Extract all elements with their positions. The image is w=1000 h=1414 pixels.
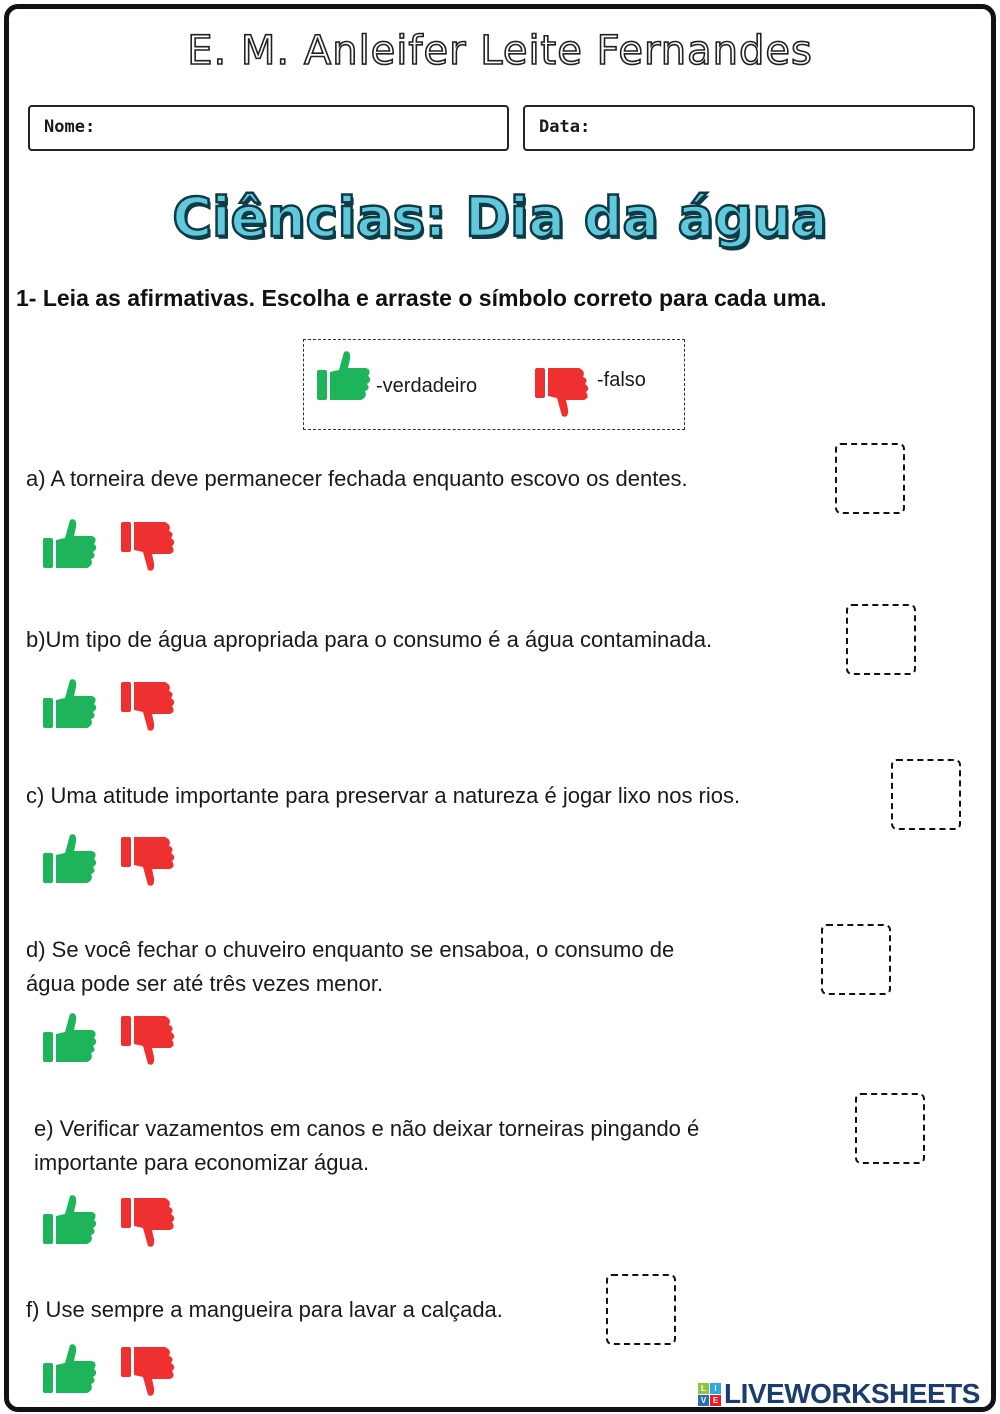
question-f: f) Use sempre a mangueira para lavar a c…: [26, 1297, 503, 1322]
legend-box: -verdadeiro -falso: [303, 339, 685, 430]
thumbs-down-icon[interactable]: [120, 1194, 176, 1250]
thumbs-up-icon: [317, 351, 371, 400]
thumbs-down-icon[interactable]: [120, 1343, 176, 1399]
question-d: d) Se você fechar o chuveiro enquanto se…: [26, 937, 675, 996]
thumbs-up-icon[interactable]: [42, 516, 98, 572]
question-b: b)Um tipo de água apropriada para o cons…: [26, 627, 713, 652]
date-label: Data:: [539, 117, 591, 137]
school-name: E. M. Anleifer Leite Fernandes: [186, 27, 813, 75]
thumbs-down-icon[interactable]: [120, 518, 176, 574]
thumbs-up-icon[interactable]: [42, 1341, 98, 1397]
drop-box-b[interactable]: [846, 604, 916, 675]
drop-box-c[interactable]: [891, 759, 961, 830]
logo-text: LIVEWORKSHEETS: [724, 1378, 980, 1409]
thumbs-down-icon[interactable]: [120, 1012, 176, 1068]
thumbs-up-icon[interactable]: [42, 676, 98, 732]
drop-box-a[interactable]: [835, 443, 905, 514]
instruction: 1- Leia as afirmativas. Escolha e arrast…: [16, 285, 827, 311]
legend-true-label: -verdadeiro: [376, 375, 478, 397]
page-title: Ciências: Dia da água: [171, 185, 829, 251]
thumbs-up-icon[interactable]: [42, 831, 98, 887]
thumbs-down-icon[interactable]: [120, 678, 176, 734]
thumbs-down-icon[interactable]: [120, 833, 176, 889]
page-border: [4, 4, 996, 1412]
thumbs-down-icon: [535, 368, 589, 417]
drop-box-f[interactable]: [606, 1274, 676, 1345]
name-label: Nome:: [44, 117, 96, 137]
question-c: c) Uma atitude importante para preservar…: [26, 783, 741, 808]
question-e: e) Verificar vazamentos em canos e não d…: [34, 1116, 700, 1175]
date-field[interactable]: Data:: [523, 105, 975, 151]
drop-box-e[interactable]: [855, 1093, 925, 1164]
drop-box-d[interactable]: [821, 924, 891, 995]
question-a: a) A torneira deve permanecer fechada en…: [26, 466, 688, 491]
legend-false-label: -falso: [597, 369, 646, 391]
thumbs-up-icon[interactable]: [42, 1192, 98, 1248]
thumbs-up-icon[interactable]: [42, 1010, 98, 1066]
name-field[interactable]: Nome:: [28, 105, 509, 151]
